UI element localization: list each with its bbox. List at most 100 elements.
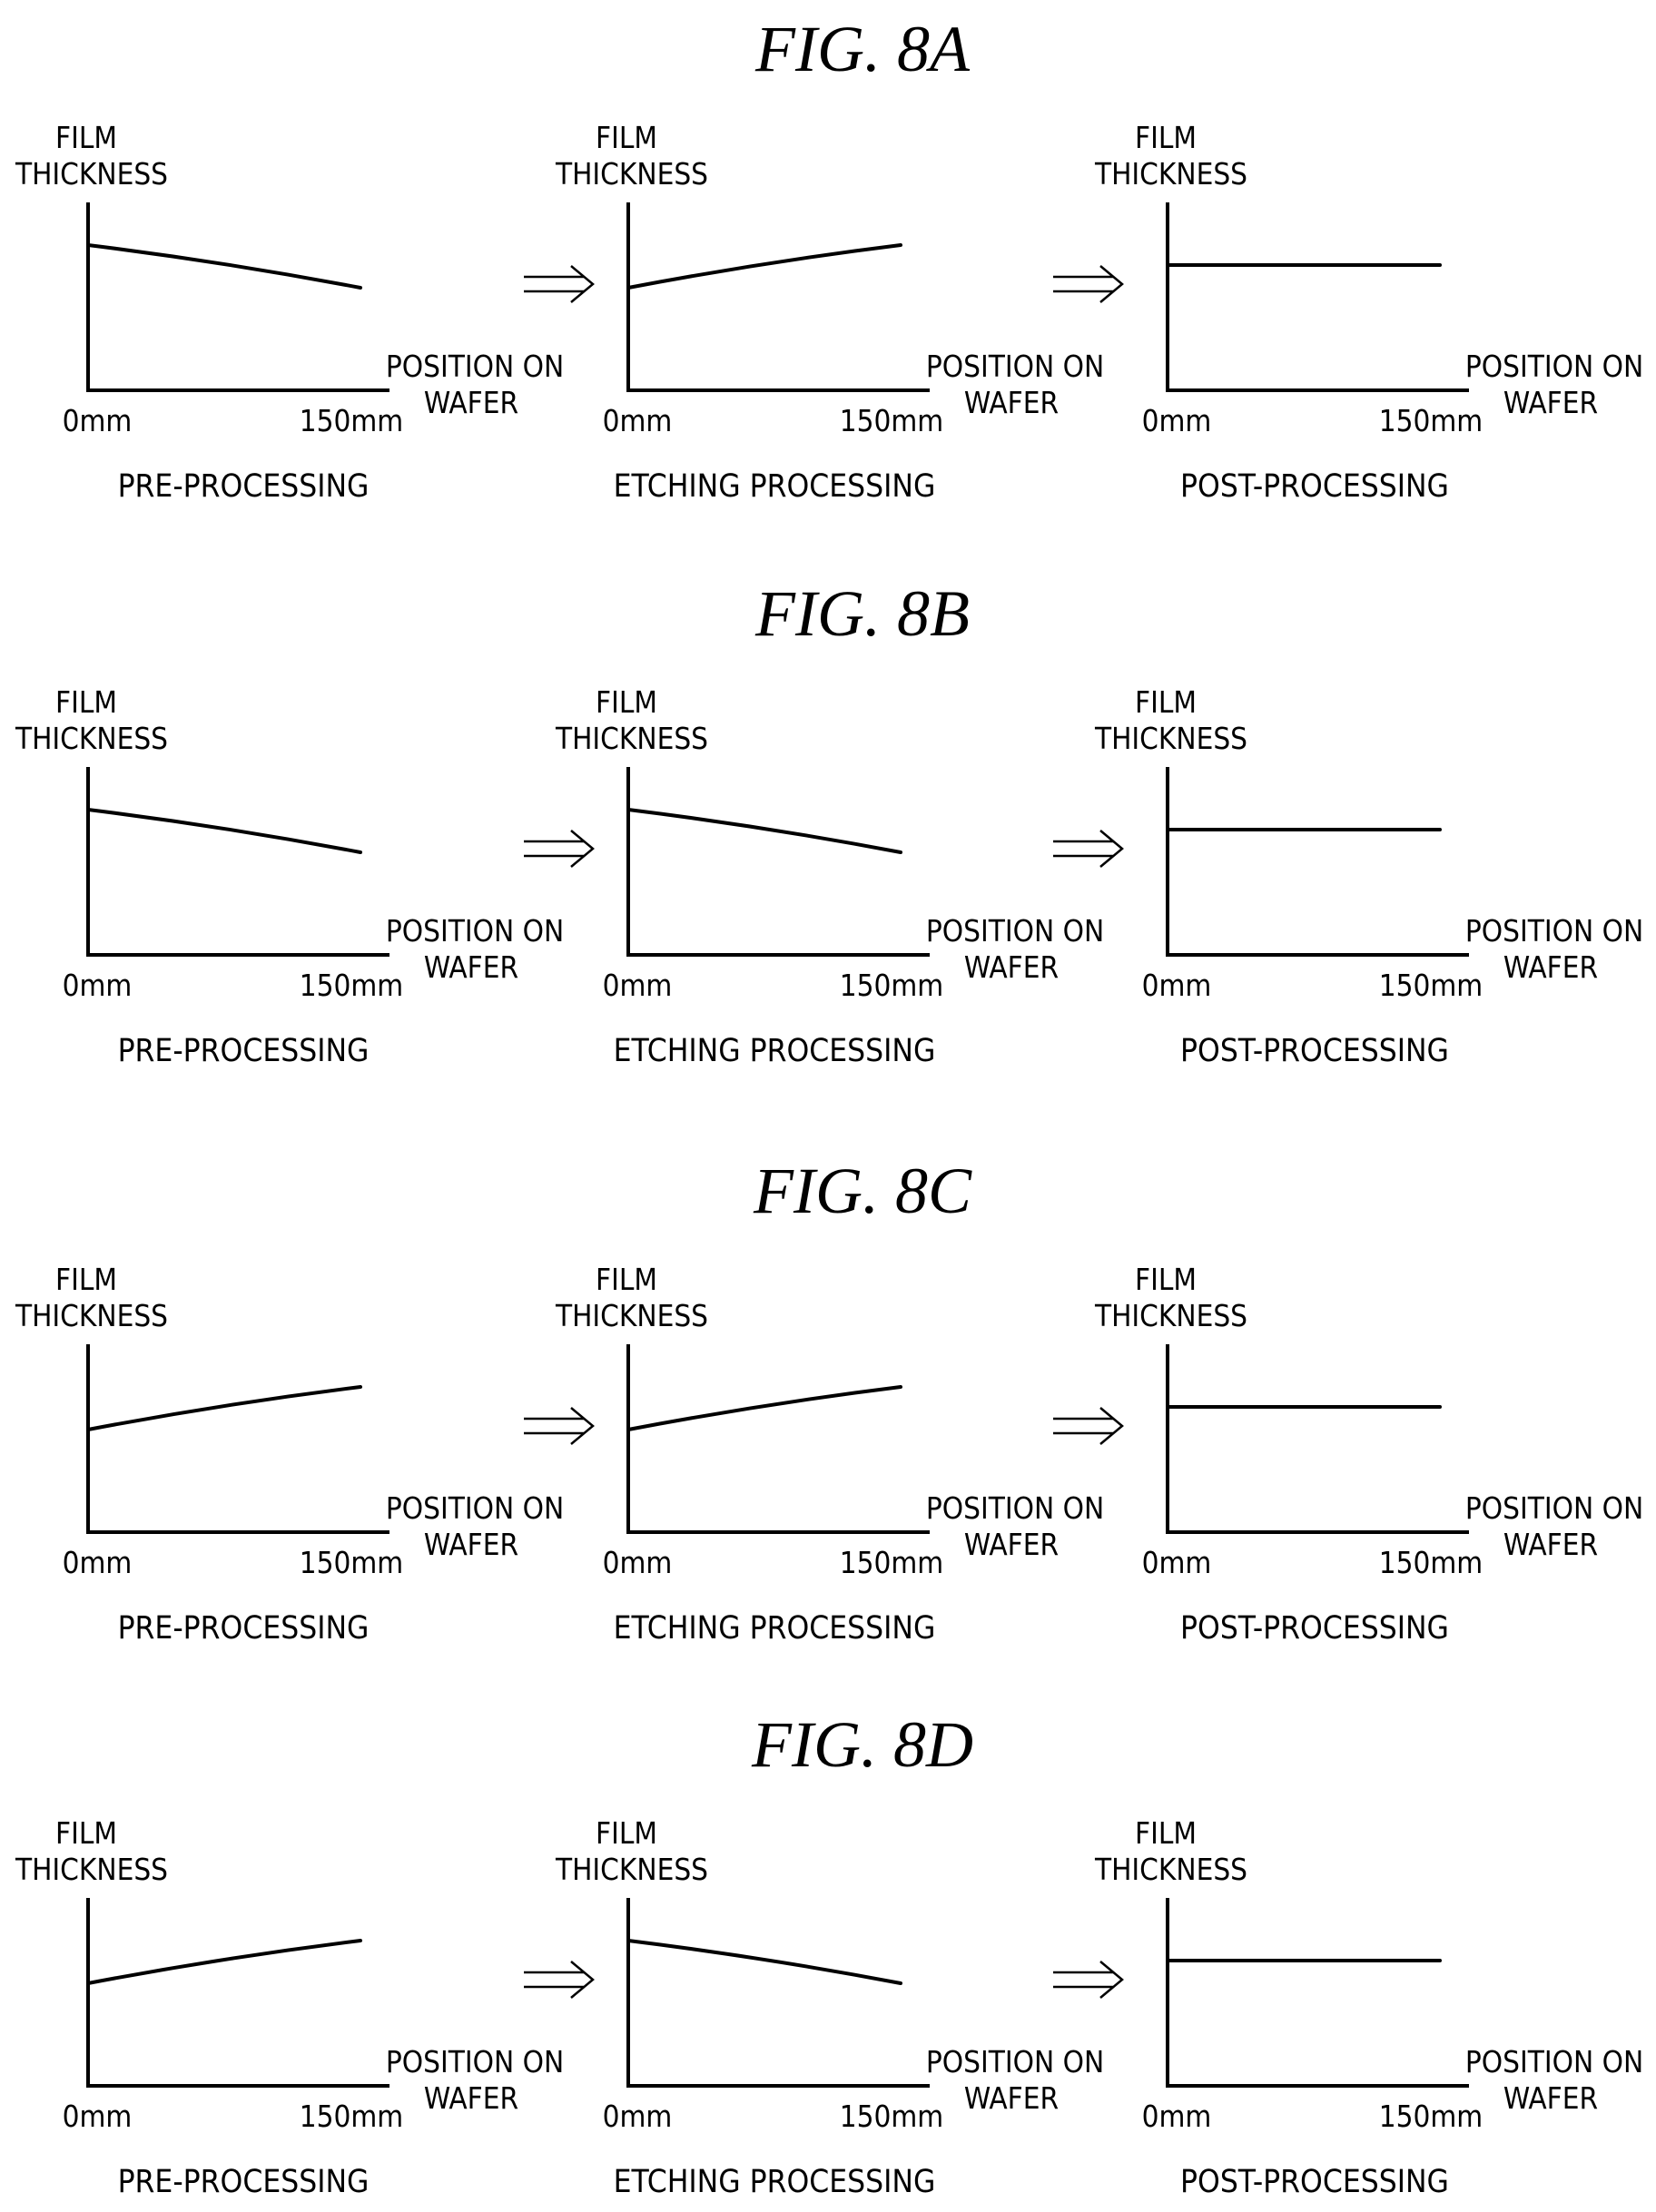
y-axis-label: FILM [55, 684, 117, 720]
y-axis-label: FILM [55, 1262, 117, 1297]
double-arrow-right-icon [524, 1961, 595, 1999]
x-axis-label: POSITION ON [926, 913, 1104, 949]
y-axis-label: FILM [55, 1815, 117, 1851]
x-axis-label: POSITION ON [386, 913, 564, 949]
double-arrow-right-icon [524, 830, 595, 868]
figure-title: FIG. 8A [754, 13, 971, 85]
double-arrow-right-icon [524, 1407, 595, 1445]
x-end-label: 150mm [300, 2099, 404, 2134]
x-end-label: 150mm [300, 403, 404, 438]
x-axis-label: WAFER [964, 1527, 1059, 1562]
x-start-label: 0mm [603, 403, 673, 438]
x-end-label: 150mm [840, 1545, 944, 1580]
y-axis-label: THICKNESS [555, 721, 708, 756]
x-end-label: 150mm [840, 968, 944, 1003]
stage-caption: POST-PROCESSING [1180, 1610, 1449, 1647]
plot-axes [86, 767, 389, 957]
x-end-label: 150mm [840, 2099, 944, 2134]
x-axis-label: WAFER [424, 949, 518, 985]
x-axis-label: POSITION ON [926, 1490, 1104, 1526]
x-start-label: 0mm [63, 2099, 133, 2134]
x-axis-label: POSITION ON [926, 2044, 1104, 2079]
y-axis-label: FILM [1135, 1262, 1197, 1297]
x-start-label: 0mm [1142, 1545, 1212, 1580]
x-start-label: 0mm [1142, 2099, 1212, 2134]
x-axis-label: WAFER [1503, 1527, 1598, 1562]
double-arrow-right-icon [1053, 1407, 1124, 1445]
stage-caption: PRE-PROCESSING [118, 2164, 370, 2200]
plot-axes [1166, 1898, 1469, 2088]
plot-axes [626, 1344, 930, 1534]
x-start-label: 0mm [63, 1545, 133, 1580]
y-axis-label: FILM [1135, 684, 1197, 720]
stage-caption: ETCHING PROCESSING [614, 2164, 936, 2200]
stage-caption: PRE-PROCESSING [118, 1033, 370, 1069]
x-end-label: 150mm [1379, 2099, 1484, 2134]
decreasing-thickness-curve [86, 243, 362, 290]
x-axis-label: POSITION ON [386, 349, 564, 384]
x-axis-label: WAFER [1503, 949, 1598, 985]
plot-axes [626, 1898, 930, 2088]
y-axis-label: THICKNESS [555, 1852, 708, 1887]
stage-caption: ETCHING PROCESSING [614, 1033, 936, 1069]
double-arrow-right-icon [1053, 1961, 1124, 1999]
y-axis-label: THICKNESS [1094, 156, 1247, 192]
x-axis-label: POSITION ON [926, 349, 1104, 384]
double-arrow-right-icon [1053, 265, 1124, 303]
y-axis-label: THICKNESS [15, 1298, 168, 1333]
increasing-thickness-curve [626, 1385, 902, 1431]
y-axis-label: FILM [55, 120, 117, 155]
increasing-thickness-curve [86, 1385, 362, 1431]
x-axis-label: WAFER [424, 2080, 518, 2116]
plot-axes [86, 1344, 389, 1534]
x-start-label: 0mm [1142, 968, 1212, 1003]
x-end-label: 150mm [1379, 403, 1484, 438]
y-axis-label: THICKNESS [1094, 721, 1247, 756]
x-axis-label: POSITION ON [1465, 913, 1643, 949]
figure-title: FIG. 8C [753, 1155, 972, 1227]
x-axis-label: POSITION ON [386, 1490, 564, 1526]
x-axis-label: POSITION ON [1465, 349, 1643, 384]
x-end-label: 150mm [300, 968, 404, 1003]
plot-axes [626, 202, 930, 392]
x-end-label: 150mm [1379, 1545, 1484, 1580]
stage-caption: POST-PROCESSING [1180, 1033, 1449, 1069]
x-axis-label: POSITION ON [1465, 2044, 1643, 2079]
y-axis-label: THICKNESS [555, 156, 708, 192]
y-axis-label: FILM [1135, 120, 1197, 155]
plot-axes [86, 202, 389, 392]
x-end-label: 150mm [1379, 968, 1484, 1003]
increasing-thickness-curve [626, 243, 902, 290]
y-axis-label: FILM [596, 120, 657, 155]
y-axis-label: FILM [596, 1815, 657, 1851]
increasing-thickness-curve [86, 1939, 362, 1985]
y-axis-label: FILM [596, 1262, 657, 1297]
y-axis-label: THICKNESS [1094, 1852, 1247, 1887]
y-axis-label: FILM [1135, 1815, 1197, 1851]
plot-axes [1166, 1344, 1469, 1534]
plot-axes [1166, 202, 1469, 392]
figure-title: FIG. 8D [751, 1708, 973, 1781]
stage-caption: ETCHING PROCESSING [614, 1610, 936, 1647]
x-start-label: 0mm [603, 2099, 673, 2134]
stage-caption: POST-PROCESSING [1180, 2164, 1449, 2200]
y-axis-label: THICKNESS [15, 1852, 168, 1887]
x-axis-label: POSITION ON [386, 2044, 564, 2079]
y-axis-label: FILM [596, 684, 657, 720]
x-axis-label: WAFER [1503, 385, 1598, 420]
plot-axes [626, 767, 930, 957]
